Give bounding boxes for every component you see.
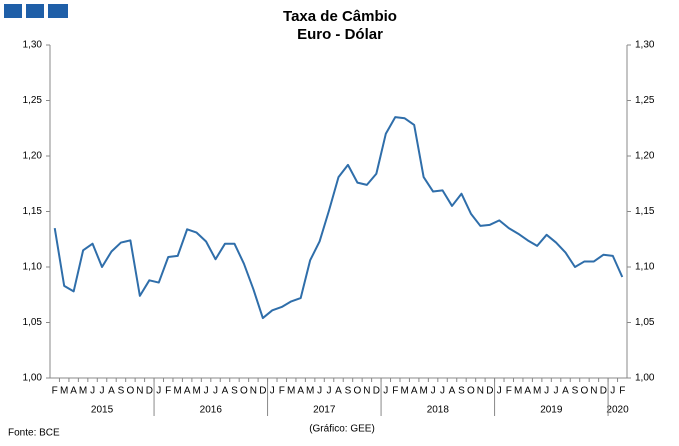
x-tick-label: M	[419, 386, 427, 397]
x-tick-label: J	[497, 386, 502, 397]
y2-tick-label: 1,25	[635, 95, 655, 106]
y-tick-label: 1,10	[23, 262, 43, 273]
x-tick-label: J	[100, 386, 105, 397]
x-group-label: 2020	[606, 405, 629, 416]
x-tick-label: O	[467, 386, 475, 397]
y-tick-label: 1,00	[23, 373, 43, 384]
x-group-label: 2015	[91, 405, 114, 416]
x-tick-label: D	[486, 386, 493, 397]
y2-tick-label: 1,05	[635, 317, 655, 328]
credit: (Gráfico: GEE)	[309, 424, 375, 435]
x-tick-label: N	[590, 386, 597, 397]
x-tick-label: O	[240, 386, 248, 397]
x-tick-label: O	[127, 386, 135, 397]
y-tick-label: 1,05	[23, 317, 43, 328]
data-line	[53, 116, 624, 320]
x-tick-label: J	[90, 386, 95, 397]
x-group-label: 2019	[540, 405, 563, 416]
x-tick-label: J	[213, 386, 218, 397]
x-tick-label: F	[619, 386, 625, 397]
chart-title: Taxa de Câmbio	[283, 8, 397, 25]
x-tick-label: M	[287, 386, 295, 397]
x-tick-label: A	[108, 386, 115, 397]
x-tick-label: J	[204, 386, 209, 397]
x-tick-label: M	[306, 386, 314, 397]
y-tick-label: 1,15	[23, 206, 43, 217]
x-tick-label: A	[184, 386, 191, 397]
source: Fonte: BCE	[8, 428, 60, 439]
x-tick-label: J	[431, 386, 436, 397]
x-tick-label: A	[297, 386, 304, 397]
x-tick-label: F	[52, 386, 58, 397]
x-tick-label: A	[222, 386, 229, 397]
x-tick-label: M	[514, 386, 522, 397]
x-tick-label: D	[259, 386, 266, 397]
x-tick-label: M	[401, 386, 409, 397]
x-tick-label: D	[146, 386, 153, 397]
x-tick-label: J	[156, 386, 161, 397]
x-tick-label: J	[610, 386, 615, 397]
y-tick-label: 1,30	[23, 40, 43, 51]
x-tick-label: J	[327, 386, 332, 397]
x-tick-label: J	[554, 386, 559, 397]
x-tick-label: N	[477, 386, 484, 397]
x-tick-label: F	[392, 386, 398, 397]
y-tick-label: 1,25	[23, 95, 43, 106]
x-tick-label: A	[70, 386, 77, 397]
y2-tick-label: 1,00	[635, 373, 655, 384]
y2-tick-label: 1,15	[635, 206, 655, 217]
y2-tick-label: 1,10	[635, 262, 655, 273]
y-tick-label: 1,20	[23, 151, 43, 162]
y2-tick-label: 1,20	[635, 151, 655, 162]
x-tick-label: M	[192, 386, 200, 397]
x-tick-label: S	[118, 386, 125, 397]
x-tick-label: J	[440, 386, 445, 397]
x-group-label: 2018	[427, 405, 450, 416]
x-tick-label: O	[581, 386, 589, 397]
logo-block	[26, 4, 44, 18]
logo-block	[4, 4, 22, 18]
x-tick-label: J	[270, 386, 275, 397]
chart-subtitle: Euro - Dólar	[297, 26, 383, 43]
x-tick-label: M	[533, 386, 541, 397]
x-tick-label: S	[572, 386, 579, 397]
x-tick-label: M	[79, 386, 87, 397]
x-tick-label: N	[363, 386, 370, 397]
x-tick-label: S	[345, 386, 352, 397]
x-group-label: 2016	[200, 405, 223, 416]
x-group-label: 2017	[313, 405, 336, 416]
x-tick-label: S	[458, 386, 465, 397]
x-tick-label: J	[383, 386, 388, 397]
x-tick-label: F	[506, 386, 512, 397]
x-tick-label: F	[279, 386, 285, 397]
logo-block	[48, 4, 68, 18]
x-tick-label: M	[174, 386, 182, 397]
y2-tick-label: 1,30	[635, 40, 655, 51]
x-tick-label: A	[335, 386, 342, 397]
x-tick-label: O	[354, 386, 362, 397]
x-tick-label: F	[165, 386, 171, 397]
x-tick-label: D	[600, 386, 607, 397]
x-tick-label: A	[449, 386, 456, 397]
x-tick-label: J	[544, 386, 549, 397]
x-tick-label: A	[562, 386, 569, 397]
x-tick-label: A	[411, 386, 418, 397]
x-tick-label: A	[524, 386, 531, 397]
x-tick-label: M	[60, 386, 68, 397]
x-tick-label: N	[136, 386, 143, 397]
x-tick-label: D	[373, 386, 380, 397]
x-tick-label: S	[231, 386, 238, 397]
x-tick-label: J	[317, 386, 322, 397]
x-tick-label: N	[250, 386, 257, 397]
